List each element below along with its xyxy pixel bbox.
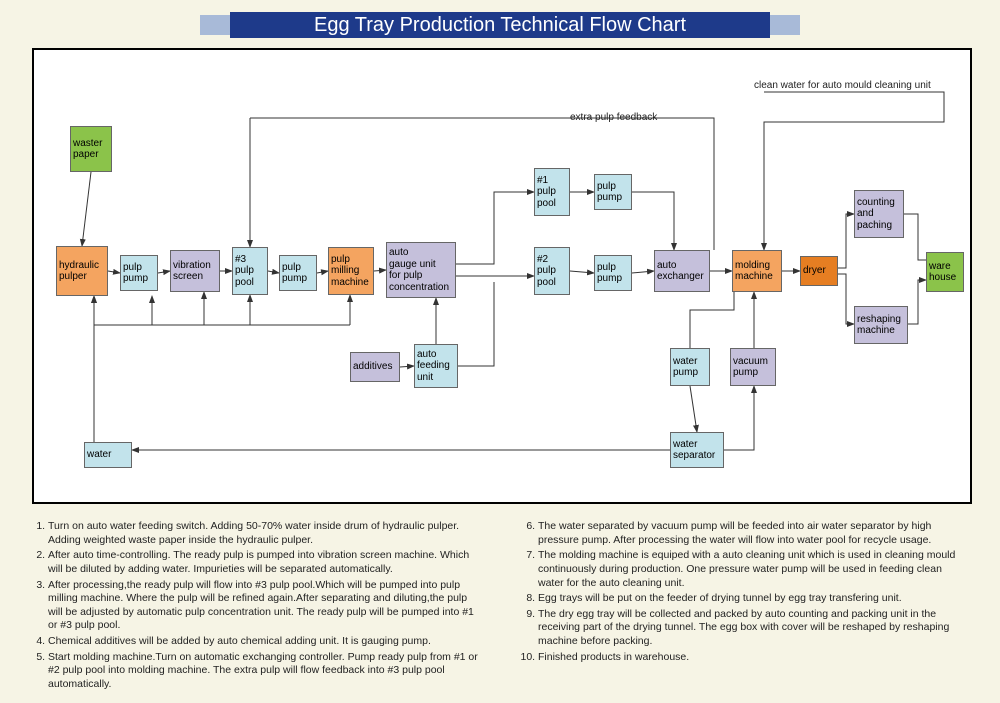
title-bar: Egg Tray Production Technical Flow Chart xyxy=(200,12,800,38)
node-wpump: water pump xyxy=(670,348,710,386)
node-resh: reshaping machine xyxy=(854,306,908,344)
node-vib: vibration screen xyxy=(170,250,220,292)
title-accent-left xyxy=(200,15,230,35)
note-item: The molding machine is equiped with a au… xyxy=(538,549,970,590)
node-pp1: pulp pump xyxy=(120,255,158,291)
notes-right: The water separated by vacuum pump will … xyxy=(520,520,970,694)
node-feed: auto feeding unit xyxy=(414,344,458,388)
node-ppB: pulp pump xyxy=(594,255,632,291)
node-dry: dryer xyxy=(800,256,838,286)
node-exch: auto exchanger xyxy=(654,250,710,292)
node-wp: waster paper xyxy=(70,126,112,172)
annotation-label: clean water for auto mould cleaning unit xyxy=(754,80,931,91)
note-item: Egg trays will be put on the feeder of d… xyxy=(538,592,970,606)
node-p1: #1 pulp pool xyxy=(534,168,570,216)
node-wsep: water separator xyxy=(670,432,724,468)
title-accent-right xyxy=(770,15,800,35)
flowchart-canvas: waster paper hydraulic pulper pulp pump vib… xyxy=(32,48,972,504)
node-p2: #2 pulp pool xyxy=(534,247,570,295)
node-add: additives xyxy=(350,352,400,382)
node-p3: #3 pulp pool xyxy=(232,247,268,295)
node-cnt: counting and paching xyxy=(854,190,904,238)
node-mill: pulp milling machine xyxy=(328,247,374,295)
node-vpump: vacuum pump xyxy=(730,348,776,386)
node-pp2: pulp pump xyxy=(279,255,317,291)
note-item: Start molding machine.Turn on automatic … xyxy=(48,651,480,692)
note-item: Finished products in warehouse. xyxy=(538,651,970,665)
note-item: After processing,the ready pulp will flo… xyxy=(48,579,480,634)
node-water: water xyxy=(84,442,132,468)
note-item: Turn on auto water feeding switch. Addin… xyxy=(48,520,480,547)
node-hp: hydraulic pulper xyxy=(56,246,108,296)
node-wh: ware house xyxy=(926,252,964,292)
notes-section: Turn on auto water feeding switch. Addin… xyxy=(30,520,970,694)
note-item: Chemical additives will be added by auto… xyxy=(48,635,480,649)
node-gauge: auto gauge unit for pulp concentration xyxy=(386,242,456,298)
note-item: After auto time-controlling. The ready p… xyxy=(48,549,480,576)
node-ppA: pulp pump xyxy=(594,174,632,210)
annotation-label: extra pulp feedback xyxy=(570,112,657,123)
note-item: The water separated by vacuum pump will … xyxy=(538,520,970,547)
page-title: Egg Tray Production Technical Flow Chart xyxy=(230,12,770,38)
notes-left: Turn on auto water feeding switch. Addin… xyxy=(30,520,480,694)
note-item: The dry egg tray will be collected and p… xyxy=(538,608,970,649)
node-mold: molding machine xyxy=(732,250,782,292)
